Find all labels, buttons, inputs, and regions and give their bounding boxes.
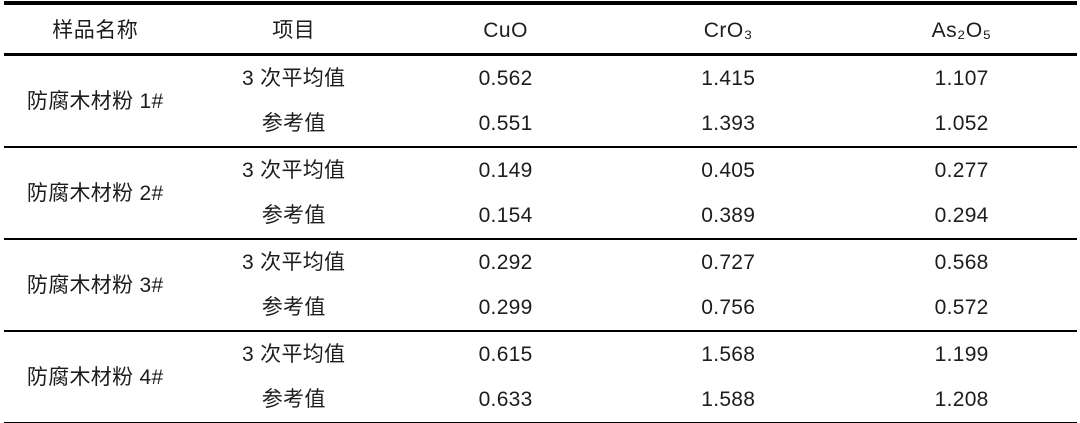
column-header-sample-name: 样品名称 [52, 18, 139, 42]
value-cuo: 0.562 [478, 67, 533, 90]
value-cuo: 0.633 [478, 388, 533, 411]
value-cro3: 0.405 [701, 159, 756, 182]
value-cro3: 1.568 [701, 343, 756, 366]
value-cro3: 1.393 [701, 112, 756, 135]
value-as2o5: 0.572 [934, 296, 989, 319]
sample-group-3: 防腐木材粉 3# 3 次平均值 0.292 0.727 0.568 参考值 0.… [4, 239, 1077, 331]
sample-group-4: 防腐木材粉 4# 3 次平均值 0.615 1.568 1.199 参考值 0.… [4, 331, 1077, 423]
value-cro3: 1.415 [701, 67, 756, 90]
table-row: 参考值 0.154 0.389 0.294 [4, 193, 1077, 239]
row-label-reference: 参考值 [261, 112, 326, 135]
table-row: 参考值 0.299 0.756 0.572 [4, 285, 1077, 331]
row-label-average: 3 次平均值 [242, 159, 346, 182]
value-as2o5: 1.107 [934, 67, 989, 90]
value-as2o5: 0.277 [934, 159, 989, 182]
value-cuo: 0.292 [478, 251, 533, 274]
value-cro3: 0.389 [701, 204, 756, 227]
value-cuo: 0.149 [478, 159, 533, 182]
sample-name: 防腐木材粉 1# [26, 89, 164, 113]
table-row: 防腐木材粉 1# 3 次平均值 0.562 1.415 1.107 [4, 55, 1077, 111]
column-header-as2o5: As₂O₅ [931, 18, 992, 42]
value-cro3: 0.727 [701, 251, 756, 274]
sample-group-1: 防腐木材粉 1# 3 次平均值 0.562 1.415 1.107 参考值 0.… [4, 55, 1077, 147]
value-cuo: 0.615 [478, 343, 533, 366]
column-header-cuo: CuO [483, 18, 528, 42]
column-header-cro3: CrO₃ [703, 18, 753, 42]
table-row: 防腐木材粉 4# 3 次平均值 0.615 1.568 1.199 [4, 331, 1077, 387]
sample-name: 防腐木材粉 3# [26, 273, 164, 297]
sample-name: 防腐木材粉 2# [26, 181, 164, 205]
value-as2o5: 0.294 [934, 204, 989, 227]
sample-group-2: 防腐木材粉 2# 3 次平均值 0.149 0.405 0.277 参考值 0.… [4, 147, 1077, 239]
value-cro3: 0.756 [701, 296, 756, 319]
value-as2o5: 1.199 [934, 343, 989, 366]
value-cuo: 0.551 [478, 112, 533, 135]
table-row: 参考值 0.551 1.393 1.052 [4, 101, 1077, 147]
row-label-average: 3 次平均值 [242, 343, 346, 366]
assay-results-table-container: 样品名称 项目 CuO CrO₃ As₂O₅ 防腐木材粉 1# 3 次平均值 0… [4, 1, 1077, 423]
row-label-average: 3 次平均值 [242, 251, 346, 274]
value-as2o5: 1.052 [934, 112, 989, 135]
row-label-reference: 参考值 [261, 388, 326, 411]
assay-results-table: 样品名称 项目 CuO CrO₃ As₂O₅ 防腐木材粉 1# 3 次平均值 0… [4, 1, 1077, 423]
value-cro3: 1.588 [701, 388, 756, 411]
value-as2o5: 1.208 [934, 388, 989, 411]
value-cuo: 0.299 [478, 296, 533, 319]
value-as2o5: 0.568 [934, 251, 989, 274]
row-label-reference: 参考值 [261, 296, 326, 319]
column-header-item: 项目 [272, 18, 316, 42]
header-row: 样品名称 项目 CuO CrO₃ As₂O₅ [4, 3, 1077, 55]
row-label-average: 3 次平均值 [242, 67, 346, 90]
table-row: 防腐木材粉 3# 3 次平均值 0.292 0.727 0.568 [4, 239, 1077, 296]
value-cuo: 0.154 [478, 204, 533, 227]
sample-name: 防腐木材粉 4# [26, 365, 164, 389]
table-row: 防腐木材粉 2# 3 次平均值 0.149 0.405 0.277 [4, 147, 1077, 204]
table-row: 参考值 0.633 1.588 1.208 [4, 377, 1077, 423]
row-label-reference: 参考值 [261, 204, 326, 227]
